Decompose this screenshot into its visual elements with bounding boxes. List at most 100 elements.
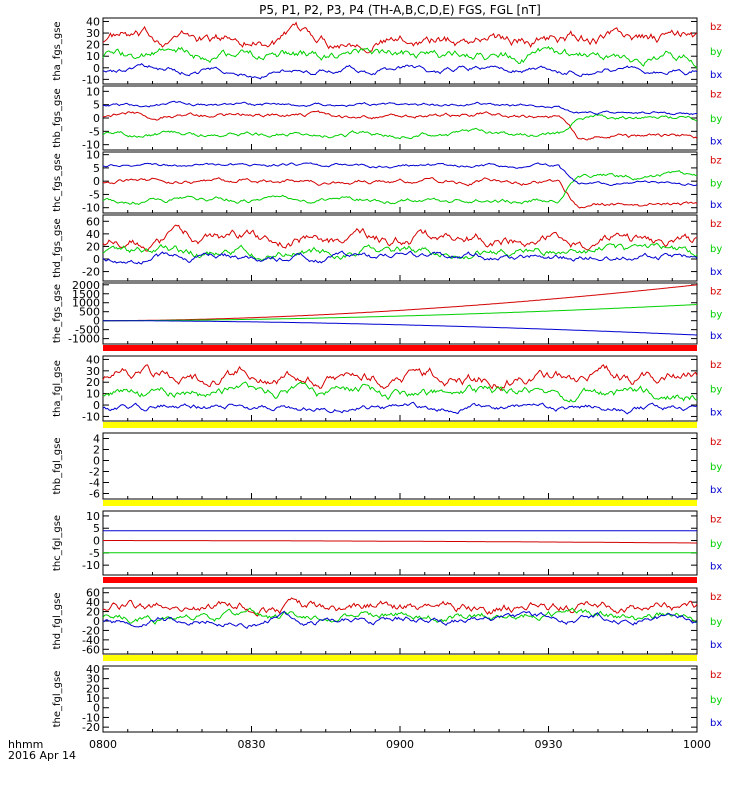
y-tick-label: -4 [89, 477, 100, 490]
y-tick-label: -10 [82, 559, 100, 572]
panel-frame [102, 85, 698, 151]
y-tick-label: -40 [82, 634, 100, 647]
flag-bar [103, 345, 697, 351]
y-tick-label: 40 [86, 596, 100, 609]
y-tick-label: 0 [93, 535, 100, 548]
series-line-bz [102, 177, 698, 209]
y-tick-label: 10 [86, 85, 100, 98]
series-line-bz [102, 21, 698, 54]
y-tick-label: 2 [93, 444, 100, 457]
series-line-bz [102, 597, 698, 617]
legend-by: by [710, 695, 722, 706]
series-line-by [102, 242, 698, 262]
y-tick-label: 1500 [72, 288, 100, 301]
legend-bz: bz [710, 670, 722, 681]
y-tick-label: 0 [93, 315, 100, 328]
legend-bx: bx [710, 70, 722, 81]
y-tick-label: -5 [89, 188, 100, 201]
y-tick-label: 20 [86, 376, 100, 389]
y-tick-label: -1000 [68, 333, 100, 346]
y-tick-label: 0 [93, 112, 100, 125]
legend-bz: bz [710, 437, 722, 448]
y-tick-label: -60 [82, 643, 100, 656]
legend-bx: bx [710, 331, 722, 342]
series-line-bx [102, 100, 698, 116]
y-tick-label: 20 [86, 39, 100, 52]
series-line-by [102, 170, 698, 205]
legend-by: by [710, 539, 722, 550]
y-tick-label: 0 [93, 615, 100, 628]
y-tick-label: 40 [86, 15, 100, 28]
series-line-by [102, 381, 698, 403]
y-tick-label: 500 [79, 306, 100, 319]
series-line-bx [102, 63, 698, 80]
y-axis-label: thc_fgl_gse [52, 515, 63, 571]
y-tick-label: -6 [89, 488, 100, 501]
y-tick-label: 10 [86, 388, 100, 401]
y-tick-label: -10 [82, 202, 100, 215]
panel-frame [102, 355, 698, 422]
y-tick-label: -500 [75, 324, 100, 337]
flag-bar [103, 655, 697, 661]
legend-by: by [710, 114, 722, 125]
series-line-bx [102, 610, 698, 629]
y-tick-label: 10 [86, 510, 100, 523]
flag-bar [103, 500, 697, 506]
y-tick-label: 0 [93, 175, 100, 188]
y-tick-label: -5 [89, 125, 100, 138]
y-tick-label: 5 [93, 99, 100, 112]
y-tick-label: 60 [86, 587, 100, 600]
y-tick-label: 40 [86, 353, 100, 366]
y-tick-label: 10 [86, 692, 100, 705]
y-tick-label: 40 [86, 228, 100, 241]
x-tick-label: 0830 [238, 738, 266, 751]
y-tick-label: -10 [82, 410, 100, 423]
series-line-by [102, 114, 698, 140]
legend-by: by [710, 617, 722, 628]
legend-bz: bz [710, 22, 722, 33]
y-axis-label: thd_fgl_gse [52, 593, 63, 650]
y-tick-label: 0 [93, 455, 100, 468]
series-line-bz [103, 284, 698, 322]
panel-frame [102, 282, 698, 345]
y-tick-label: 30 [86, 27, 100, 40]
x-tick-label: 0900 [386, 738, 414, 751]
legend-bz: bz [710, 286, 722, 297]
y-tick-label: 5 [93, 162, 100, 175]
series-line-bx [103, 320, 697, 336]
x-tick-label: 1000 [683, 738, 711, 751]
y-tick-label: -20 [82, 624, 100, 637]
y-tick-label: 0 [93, 702, 100, 715]
y-axis-label: tha_fgs_gse [52, 21, 63, 80]
y-tick-label: 30 [86, 365, 100, 378]
y-tick-label: 40 [86, 663, 100, 676]
legend-bz: bz [710, 515, 722, 526]
y-tick-label: -2 [89, 466, 100, 479]
legend-bx: bx [710, 718, 722, 729]
y-tick-label: 10 [86, 149, 100, 162]
x-tick-label: 0930 [535, 738, 563, 751]
y-tick-label: 60 [86, 215, 100, 228]
y-tick-label: 20 [86, 240, 100, 253]
y-tick-label: 4 [93, 433, 100, 446]
y-tick-label: 0 [93, 253, 100, 266]
series-line-bz [102, 110, 698, 141]
y-tick-label: 10 [86, 50, 100, 63]
series-line-by [103, 304, 698, 322]
legend-bz: bz [710, 219, 722, 230]
series-line-by [102, 45, 698, 69]
y-axis-label: thb_fgs_gse [52, 88, 63, 147]
y-axis-label: thc_fgs_gse [52, 153, 63, 212]
panel-frame [102, 432, 698, 500]
y-tick-label: 20 [86, 682, 100, 695]
legend-bx: bx [710, 561, 722, 572]
x-tick-label: 0800 [89, 738, 117, 751]
y-tick-label: 2000 [72, 279, 100, 292]
